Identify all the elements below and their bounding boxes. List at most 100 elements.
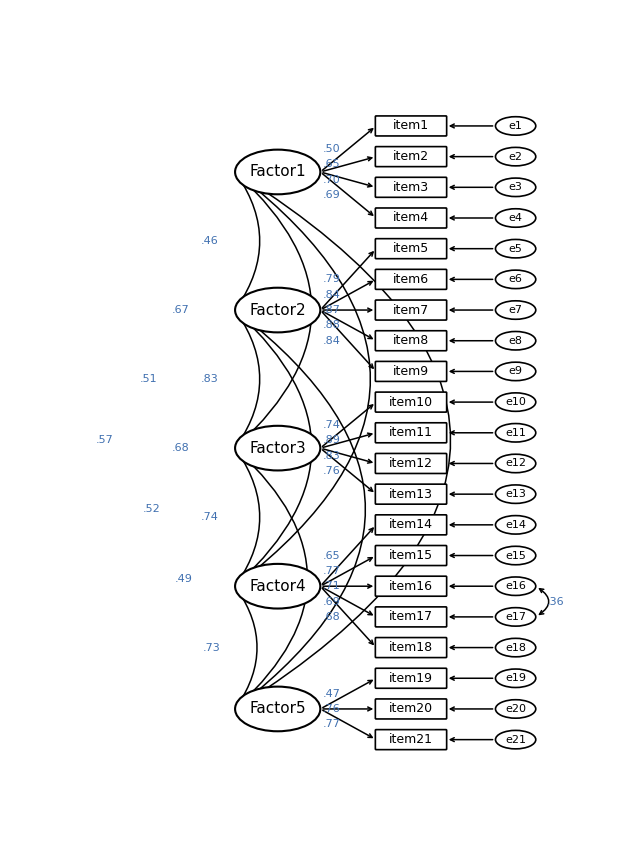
Ellipse shape [496, 423, 536, 442]
Text: .74: .74 [201, 512, 218, 522]
FancyBboxPatch shape [375, 147, 447, 166]
Text: .51: .51 [140, 375, 157, 384]
FancyBboxPatch shape [375, 484, 447, 504]
Text: item20: item20 [389, 703, 433, 716]
Text: e10: e10 [505, 397, 526, 407]
Ellipse shape [496, 270, 536, 289]
Text: e14: e14 [505, 520, 526, 530]
FancyBboxPatch shape [375, 238, 447, 259]
Text: .83: .83 [201, 375, 218, 384]
Ellipse shape [496, 577, 536, 596]
Text: e6: e6 [509, 274, 522, 285]
Text: item3: item3 [393, 181, 429, 194]
Text: item6: item6 [393, 273, 429, 286]
Text: .77: .77 [323, 566, 340, 576]
Text: Factor4: Factor4 [249, 578, 306, 594]
Text: e19: e19 [505, 674, 526, 683]
Text: e17: e17 [505, 612, 526, 622]
Text: .84: .84 [323, 290, 340, 300]
Text: item5: item5 [393, 243, 429, 255]
Ellipse shape [496, 301, 536, 320]
Ellipse shape [496, 117, 536, 135]
Ellipse shape [496, 699, 536, 718]
Text: .68: .68 [172, 443, 190, 453]
Text: item1: item1 [393, 119, 429, 133]
Text: item18: item18 [389, 641, 433, 654]
Text: item13: item13 [389, 488, 433, 500]
Text: .79: .79 [323, 274, 340, 285]
Text: Factor2: Factor2 [249, 303, 306, 318]
FancyBboxPatch shape [375, 546, 447, 566]
Ellipse shape [496, 147, 536, 166]
Text: item17: item17 [389, 610, 433, 623]
Text: item21: item21 [389, 733, 433, 746]
Text: .84: .84 [323, 336, 340, 345]
FancyBboxPatch shape [375, 362, 447, 381]
Text: .49: .49 [174, 573, 192, 584]
Text: item2: item2 [393, 150, 429, 163]
Ellipse shape [496, 363, 536, 381]
Text: .83: .83 [323, 451, 340, 461]
Ellipse shape [235, 564, 320, 608]
Text: .67: .67 [172, 305, 190, 315]
Text: Factor3: Factor3 [249, 440, 306, 456]
Text: .36: .36 [547, 596, 564, 607]
Text: e12: e12 [505, 458, 526, 469]
Ellipse shape [496, 608, 536, 626]
Ellipse shape [235, 686, 320, 731]
Text: e16: e16 [505, 581, 526, 591]
Ellipse shape [235, 288, 320, 333]
Text: .70: .70 [323, 175, 340, 184]
FancyBboxPatch shape [375, 576, 447, 596]
Ellipse shape [496, 669, 536, 687]
Text: item19: item19 [389, 672, 433, 685]
Ellipse shape [496, 454, 536, 473]
Text: .57: .57 [95, 435, 113, 446]
Ellipse shape [496, 730, 536, 749]
Ellipse shape [235, 426, 320, 470]
FancyBboxPatch shape [375, 729, 447, 750]
FancyBboxPatch shape [375, 208, 447, 228]
Text: e1: e1 [509, 121, 522, 131]
Ellipse shape [496, 638, 536, 656]
FancyBboxPatch shape [375, 699, 447, 719]
Ellipse shape [496, 239, 536, 258]
FancyBboxPatch shape [375, 423, 447, 443]
Text: e7: e7 [509, 305, 522, 315]
Text: .74: .74 [323, 420, 340, 430]
Text: item8: item8 [393, 334, 429, 347]
Ellipse shape [235, 150, 320, 195]
Text: e13: e13 [505, 489, 526, 499]
Text: .52: .52 [142, 505, 160, 514]
FancyBboxPatch shape [375, 515, 447, 535]
FancyBboxPatch shape [375, 269, 447, 290]
Text: .47: .47 [323, 689, 340, 698]
Text: e9: e9 [509, 367, 522, 376]
Text: item10: item10 [389, 396, 433, 409]
Text: item11: item11 [389, 426, 433, 440]
FancyBboxPatch shape [375, 453, 447, 473]
Text: e4: e4 [509, 213, 522, 223]
Ellipse shape [496, 393, 536, 411]
FancyBboxPatch shape [375, 116, 447, 136]
Text: item14: item14 [389, 518, 433, 531]
Text: e11: e11 [505, 428, 526, 438]
Text: item7: item7 [393, 303, 429, 316]
Text: .73: .73 [202, 643, 220, 652]
Text: e20: e20 [505, 704, 526, 714]
Text: e15: e15 [505, 550, 526, 560]
Text: .71: .71 [323, 581, 340, 591]
Ellipse shape [496, 209, 536, 227]
Text: .89: .89 [323, 435, 340, 446]
Ellipse shape [496, 485, 536, 503]
Text: item12: item12 [389, 457, 433, 470]
Text: .76: .76 [323, 704, 340, 714]
FancyBboxPatch shape [375, 638, 447, 657]
Ellipse shape [496, 332, 536, 350]
Text: Factor1: Factor1 [249, 165, 306, 179]
Text: .68: .68 [323, 612, 340, 622]
Text: .69: .69 [323, 596, 340, 607]
Ellipse shape [496, 546, 536, 565]
Text: .87: .87 [323, 305, 340, 315]
Text: .65: .65 [323, 550, 340, 560]
